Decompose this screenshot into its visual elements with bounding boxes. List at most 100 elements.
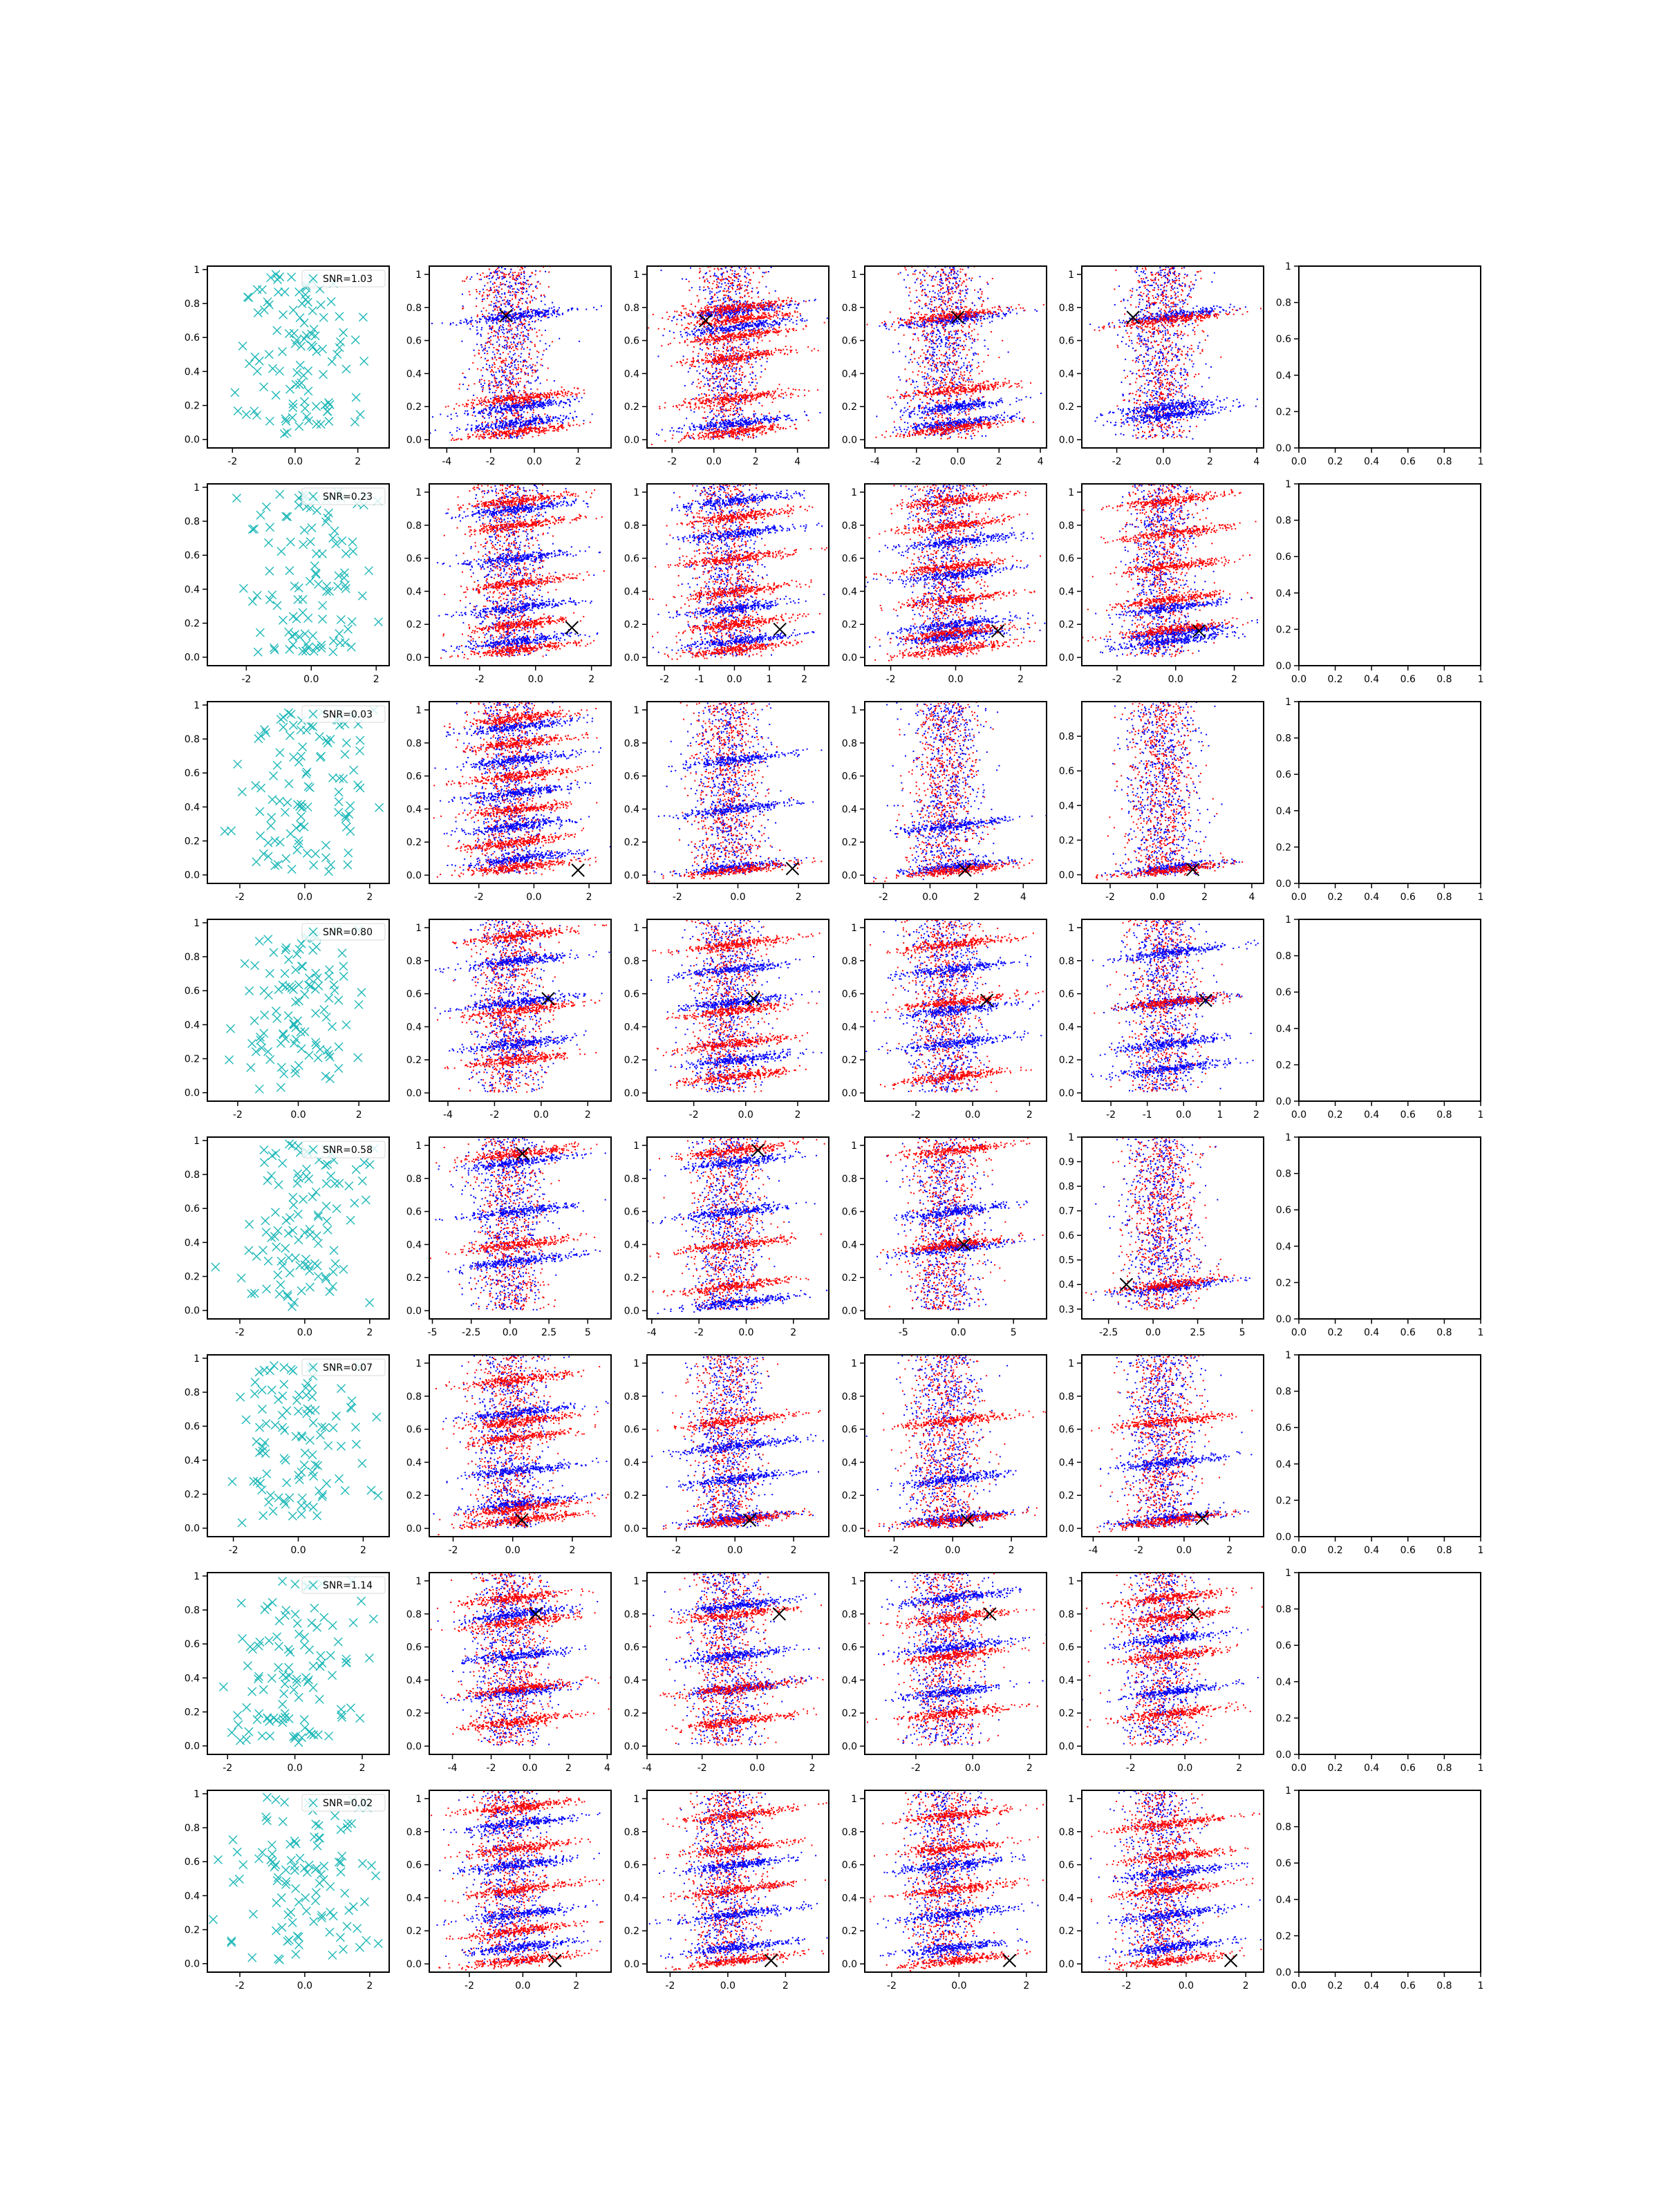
series-a-point	[525, 328, 526, 329]
series-b-point	[521, 348, 522, 350]
series-b-point	[501, 370, 503, 371]
series-a-point	[500, 272, 502, 273]
series-a-point	[530, 368, 532, 369]
subplot-r1-c2: -4 -2 0.0 20.00.20.40.60.81	[406, 265, 611, 467]
series-a-point	[535, 286, 536, 288]
series-b-point	[503, 352, 504, 353]
latent-point	[279, 310, 288, 319]
series-a-point	[482, 350, 483, 351]
series-b-point	[538, 435, 539, 436]
series-b-point	[527, 280, 529, 281]
background-points	[458, 265, 580, 439]
series-b-point	[505, 365, 506, 366]
series-b-point	[494, 291, 496, 292]
series-a-point	[514, 364, 516, 366]
series-a-point	[570, 413, 571, 414]
latent-point	[252, 411, 261, 420]
latent-point	[260, 383, 268, 391]
latent-point	[298, 299, 306, 308]
latent-point	[285, 330, 293, 338]
series-b-point	[500, 362, 502, 364]
series-a-point	[515, 334, 516, 335]
series-a-point	[534, 297, 535, 299]
subplot-r1-c1: SNR=1.03-2 0.0 20.00.20.40.60.81	[185, 265, 389, 467]
series-b-point	[464, 281, 465, 282]
series-b-point	[527, 394, 528, 395]
series-b-point	[513, 384, 514, 385]
series-b-point	[514, 415, 516, 417]
series-b-point	[521, 291, 523, 292]
series-a-point	[507, 380, 509, 382]
series-a-point	[506, 390, 507, 391]
series-b-point	[514, 272, 516, 273]
series-b-point	[485, 349, 486, 350]
series-a-point	[509, 435, 511, 436]
series-b-point	[459, 384, 460, 385]
latent-point	[352, 393, 360, 402]
series-a-point	[502, 332, 503, 333]
series-b-point	[557, 431, 559, 432]
series-a-point	[509, 331, 510, 332]
series-a-point	[544, 296, 545, 297]
series-b-point	[518, 416, 519, 418]
series-b-point	[524, 319, 525, 320]
x-tick-label: 0.0	[288, 456, 303, 467]
series-b-point	[552, 341, 553, 342]
series-b-point	[514, 334, 515, 335]
series-a-point	[509, 300, 510, 301]
legend: SNR=1.03	[302, 270, 385, 287]
latent-point	[319, 313, 328, 321]
series-b-point	[498, 368, 499, 369]
series-b-point	[516, 381, 518, 382]
series-a-point	[516, 418, 518, 420]
series-b-point	[496, 382, 497, 383]
series-b-point	[498, 270, 500, 271]
series-b-point	[484, 276, 485, 278]
series-b-point	[498, 291, 500, 292]
series-a-point	[491, 357, 493, 359]
series-a-point	[503, 420, 504, 422]
series-a-point	[523, 311, 524, 312]
series-a-point	[515, 359, 516, 360]
series-a-point	[489, 278, 490, 279]
series-b-point	[489, 294, 490, 295]
series-b-point	[509, 379, 510, 381]
series-a-point	[495, 427, 496, 429]
series-a-point	[530, 398, 532, 400]
series-b-point	[529, 417, 531, 418]
series-b-point	[534, 365, 536, 366]
series-b-point	[469, 294, 471, 295]
series-b-point	[509, 276, 511, 277]
series-b-point	[521, 344, 523, 346]
series-b-point	[549, 397, 550, 398]
series-a-point	[513, 378, 514, 379]
series-a-point	[524, 326, 525, 327]
series-a-point	[491, 382, 493, 383]
series-a-point	[544, 304, 545, 306]
series-a-point	[545, 330, 546, 331]
series-b-point	[505, 301, 507, 303]
series-b-point	[512, 359, 513, 361]
series-b-point	[520, 341, 521, 343]
latent-point	[312, 402, 320, 411]
series-a-point	[545, 348, 547, 350]
series-b-point	[476, 291, 478, 292]
series-a-point	[481, 310, 482, 312]
series-a-point	[517, 330, 518, 331]
series-a-point	[518, 384, 519, 385]
series-a-point	[497, 419, 498, 420]
series-b-point	[487, 353, 488, 354]
series-a-point	[536, 379, 537, 381]
series-a-point	[489, 337, 490, 339]
series-a-point	[467, 424, 469, 425]
series-b-point	[483, 308, 485, 309]
latent-point	[328, 357, 336, 366]
series-b-point	[505, 363, 506, 364]
latent-point	[265, 417, 274, 425]
series-a-point	[514, 320, 516, 321]
series-b-point	[507, 338, 509, 339]
series-b-point	[498, 395, 499, 397]
series-a-point	[527, 366, 529, 368]
series-b-point	[520, 298, 521, 299]
